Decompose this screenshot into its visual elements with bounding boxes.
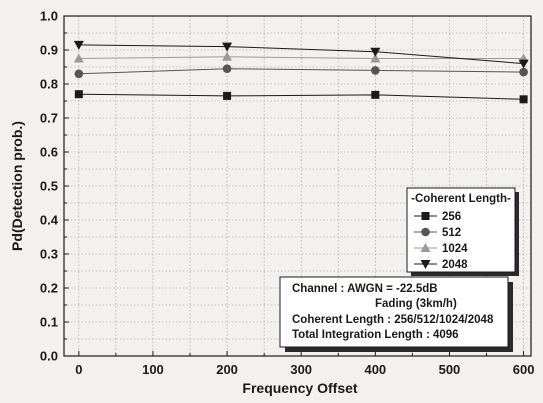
annotation-line-channel: Channel : AWGN = -22.5dB [292,283,438,295]
y-tick-label: 0.5 [40,179,58,194]
legend-marker [420,243,431,252]
data-point-512 [222,64,232,73]
series-1024 [73,51,529,63]
annotation-line-fading: Fading (3km/h) [375,298,457,310]
data-series [73,40,529,104]
data-point-2048 [222,42,233,52]
series-line-256 [78,93,524,100]
y-tick-label: 0.2 [40,281,58,296]
data-point-256 [519,95,528,104]
series-line-2048 [78,44,524,65]
data-point-1024 [73,53,84,63]
y-tick-label: 0.8 [40,77,58,92]
data-point-2048 [370,47,381,57]
y-tick-label: 1.0 [40,9,58,24]
series-256 [74,90,528,104]
legend-title: -Coherent Length- [411,193,511,205]
data-point-2048 [73,40,84,50]
x-tick-label: 100 [142,362,164,377]
series-2048 [73,40,529,69]
data-point-256 [74,90,83,99]
x-tick-label: 400 [364,362,386,377]
y-tick-label: 0.9 [40,43,58,58]
axis-ticks: 0 100 200 300 400 500 600 0.0 0.1 0.2 0.3 0.4 0.5 0.6… [40,9,535,378]
x-tick-label: 200 [216,362,238,377]
legend-entries: 256 512 1024 2048 [414,211,468,271]
x-tick-label: 0 [75,362,82,377]
annotation-frame [279,276,509,348]
x-tick-label: 600 [513,362,535,377]
data-point-1024 [370,53,381,63]
legend-marker [420,260,431,269]
series-line-512 [78,68,524,75]
x-tick-label: 500 [439,362,461,377]
legend: -Coherent Length- 256 512 1024 2048 [406,187,519,276]
y-tick-label: 0.7 [40,111,58,126]
data-point-1024 [222,51,233,61]
series-512 [74,64,528,79]
data-point-2048 [518,59,529,69]
legend-entry-1024: 1024 [414,243,468,255]
legend-marker [421,212,430,220]
legend-marker [421,227,430,237]
legend-entry-256: 256 [414,211,461,223]
x-axis-label: Frequency Offset [242,380,357,396]
data-point-512 [371,66,380,75]
y-tick-label: 0.0 [40,349,58,364]
legend-label: 256 [442,211,461,223]
annotation-box: Channel : AWGN = -22.5dB Fading (3km/h) … [279,276,513,352]
annotation-line-coherent: Coherent Length : 256/512/1024/2048 [292,314,494,326]
y-tick-label: 0.6 [40,145,58,160]
y-axis-label: Pd(Detection prob.) [9,121,25,251]
y-tick-label: 0.3 [40,247,58,262]
y-tick-label: 0.1 [40,315,58,330]
x-tick-label: 300 [290,362,312,377]
legend-label: 512 [442,227,461,239]
series-line-1024 [78,56,524,59]
y-tick-label: 0.4 [40,213,59,228]
data-point-512 [74,69,84,79]
annotation-line-integration: Total Integration Length : 4096 [292,329,459,341]
legend-label: 2048 [442,259,468,271]
legend-entry-512: 512 [414,227,461,239]
legend-label: 1024 [442,243,468,255]
data-point-256 [223,91,232,100]
legend-entry-2048: 2048 [414,259,468,271]
data-point-512 [519,67,528,77]
data-point-256 [371,90,380,99]
